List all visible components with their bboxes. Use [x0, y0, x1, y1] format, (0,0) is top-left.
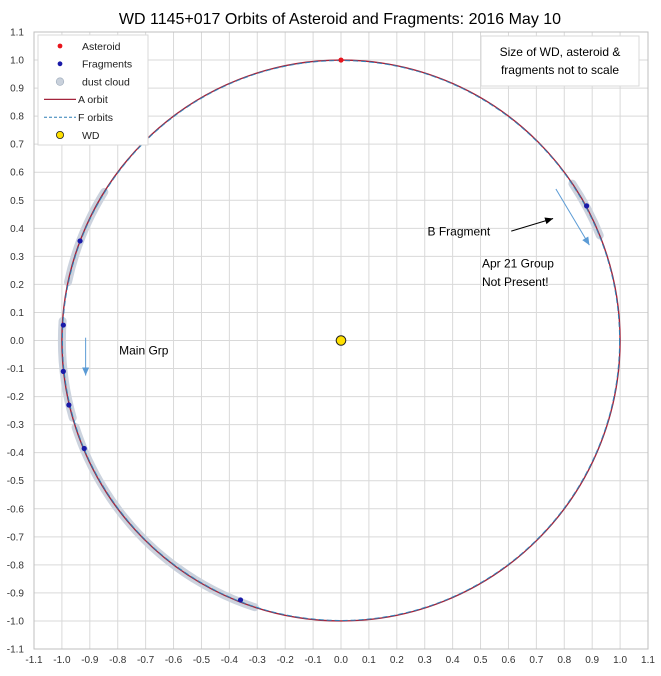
y-tick-label: -0.3: [7, 420, 25, 431]
annotation-text: Not Present!: [482, 275, 549, 289]
arrow-line: [555, 188, 590, 246]
arrow-head: [582, 236, 590, 246]
y-tick-label: 0.6: [10, 168, 24, 179]
x-tick-label: 0.4: [446, 655, 460, 666]
annotation-text: Main Grp: [119, 344, 169, 358]
annotation-text: B Fragment: [428, 224, 491, 238]
note-box: [480, 35, 640, 87]
y-tick-label: -1.1: [7, 645, 25, 656]
y-tick-label: 0.9: [10, 84, 24, 95]
points-layer: [60, 57, 590, 603]
legend-label: dust cloud: [82, 76, 130, 88]
y-tick-label: -0.9: [7, 588, 25, 599]
y-tick-label: 0.1: [10, 308, 24, 319]
legend-marker: [57, 61, 63, 67]
x-tick-label: 1.0: [613, 655, 627, 666]
legend-label: WD: [82, 130, 100, 142]
dust-cloud: [64, 187, 109, 287]
wd-point: [335, 335, 347, 346]
note-line: fragments not to scale: [501, 63, 619, 77]
legend-marker: [57, 43, 63, 49]
axes: [33, 31, 649, 650]
fragment-point: [584, 203, 590, 209]
fragment-point: [60, 368, 66, 374]
x-tick-label: -0.2: [277, 655, 295, 666]
scale-note: Size of WD, asteroid & fragments not to s…: [480, 35, 640, 87]
x-tick-label: 0.0: [334, 655, 348, 666]
legend: Asteroid Fragments dust cloud A orbit F orbi…: [37, 34, 149, 146]
x-tick-label: -0.4: [221, 655, 239, 666]
legend-marker: [56, 130, 65, 139]
x-tick-label: -0.3: [249, 655, 267, 666]
annotations-layer: B Fragment Apr 21 Group Not Present! Main G…: [119, 224, 554, 357]
x-tick-label: -0.8: [109, 655, 127, 666]
legend-box: [37, 34, 149, 146]
x-tick-label: 0.7: [529, 655, 543, 666]
y-tick-label: -0.2: [7, 392, 25, 403]
y-tick-label: -0.6: [7, 504, 25, 515]
arrow-head: [82, 367, 90, 376]
fragment-point: [66, 402, 72, 408]
arrows-layer: [82, 188, 590, 376]
x-tick-label: 0.3: [418, 655, 432, 666]
fragment-point: [81, 445, 87, 452]
plot-border: [33, 31, 649, 650]
y-tick-label: -1.0: [7, 616, 25, 627]
fragment-point: [77, 238, 83, 244]
x-tick-label: 0.2: [390, 655, 404, 666]
x-tick-label: 0.6: [502, 655, 516, 666]
y-tick-label: 1.1: [10, 28, 24, 39]
y-tick-label: -0.8: [7, 560, 25, 571]
x-tick-label: -0.5: [193, 655, 211, 666]
note-line: Size of WD, asteroid &: [500, 45, 621, 59]
x-tick-label: -0.9: [81, 655, 99, 666]
x-tick-label: 0.9: [585, 655, 599, 666]
x-tick-label: 0.8: [557, 655, 571, 666]
y-tick-label: -0.7: [7, 532, 25, 543]
x-tick-label: 0.5: [474, 655, 488, 666]
y-tick-label: 1.0: [10, 56, 24, 67]
fragment-point: [60, 322, 66, 328]
dust-cloud-layer: [57, 179, 604, 612]
x-tick-label: -0.7: [137, 655, 155, 666]
legend-label: Fragments: [82, 59, 132, 71]
annotation-text: Apr 21 Group: [482, 257, 554, 271]
x-tick-label: 0.1: [362, 655, 376, 666]
x-tick-label: -0.1: [304, 655, 322, 666]
x-tick-label: -1.0: [53, 655, 71, 666]
legend-marker: [55, 77, 65, 86]
dust-cloud: [172, 563, 259, 612]
y-tick-label: 0.2: [10, 280, 24, 291]
y-tick-label: 0.3: [10, 252, 24, 263]
legend-label: A orbit: [78, 94, 108, 106]
y-tick-label: -0.1: [7, 364, 25, 375]
y-tick-label: 0.4: [10, 224, 24, 235]
fragment-point: [237, 597, 244, 603]
legend-label: Asteroid: [82, 41, 121, 53]
tick-labels: -1.1 -1.0 -0.9 -0.8 -0.7 -0.6 -0.5 -0.4 -0.3 -0.2…: [7, 28, 656, 667]
asteroid-point: [338, 57, 344, 63]
y-tick-label: 0.5: [10, 196, 24, 207]
y-tick-label: 0.7: [10, 140, 24, 151]
arrow-head: [544, 217, 554, 225]
x-tick-label: -0.6: [165, 655, 183, 666]
chart-title: WD 1145+017 Orbits of Asteroid and Fragm…: [119, 11, 561, 28]
y-tick-label: 0.0: [10, 336, 24, 347]
y-tick-label: 0.8: [10, 112, 24, 123]
legend-label: F orbits: [78, 112, 113, 124]
x-tick-label: -1.1: [25, 655, 43, 666]
y-tick-label: -0.5: [7, 476, 25, 487]
x-tick-label: 1.1: [641, 655, 655, 666]
y-tick-label: -0.4: [7, 448, 25, 459]
